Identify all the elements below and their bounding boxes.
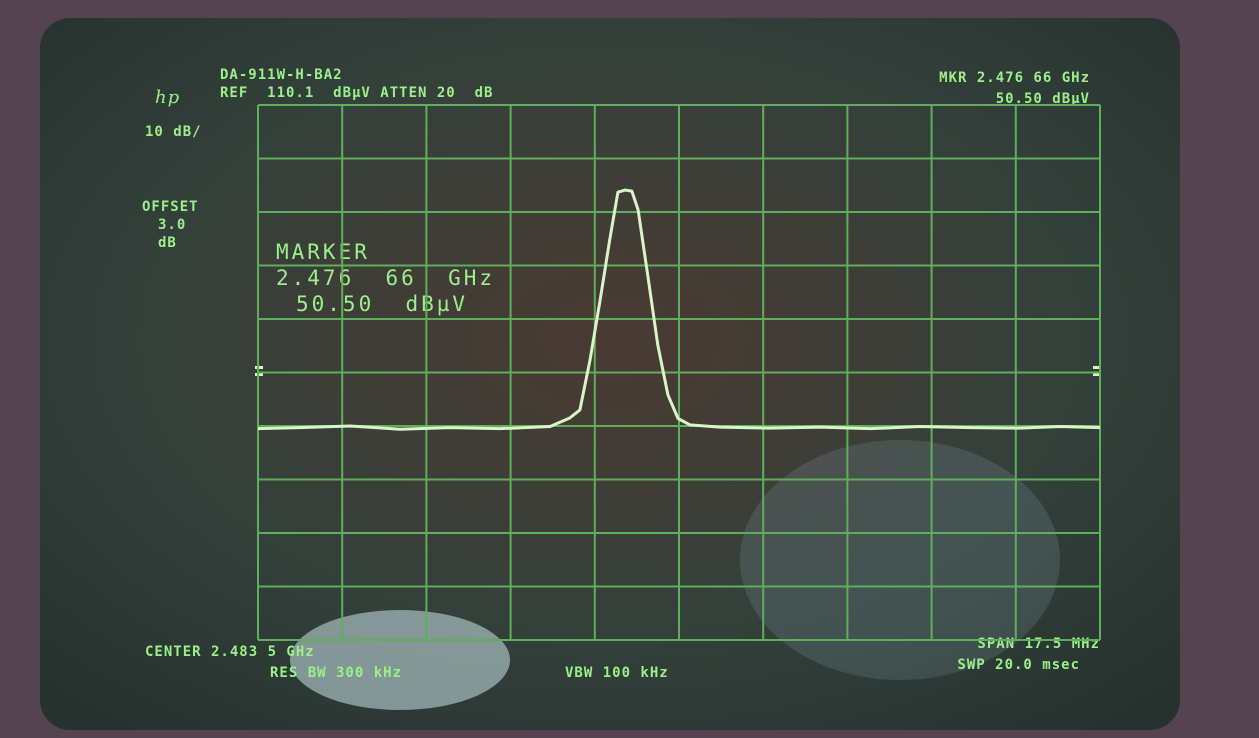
footer: SWP 20.0 msec bbox=[957, 657, 1080, 673]
footer: CENTER 2.483 5 GHz bbox=[145, 644, 315, 660]
brand: hp bbox=[155, 87, 180, 108]
glare bbox=[290, 610, 510, 710]
page: hp DA-911W-H-BA2 REF 110.1 dBµV ATTEN 20… bbox=[0, 0, 1259, 738]
analyzer-screen: hp DA-911W-H-BA2 REF 110.1 dBµV ATTEN 20… bbox=[0, 0, 1259, 738]
offset: 3.0 bbox=[158, 217, 186, 233]
ref-line: REF 110.1 dBµV ATTEN 20 dB bbox=[220, 85, 493, 101]
scale: 10 dB/ bbox=[145, 124, 202, 140]
marker-readout: MKR 2.476 66 GHz bbox=[939, 70, 1090, 86]
marker-box: 50.50 dBµV bbox=[296, 292, 468, 316]
offset: OFFSET bbox=[142, 199, 199, 215]
offset: dB bbox=[158, 235, 177, 251]
marker-box: MARKER bbox=[276, 240, 370, 264]
footer: SPAN 17.5 MHz bbox=[977, 636, 1100, 652]
marker-box: 2.476 66 GHz bbox=[276, 266, 495, 290]
title: DA-911W-H-BA2 bbox=[220, 67, 343, 83]
footer: VBW 100 kHz bbox=[565, 665, 669, 681]
footer: RES BW 300 kHz bbox=[270, 665, 402, 681]
